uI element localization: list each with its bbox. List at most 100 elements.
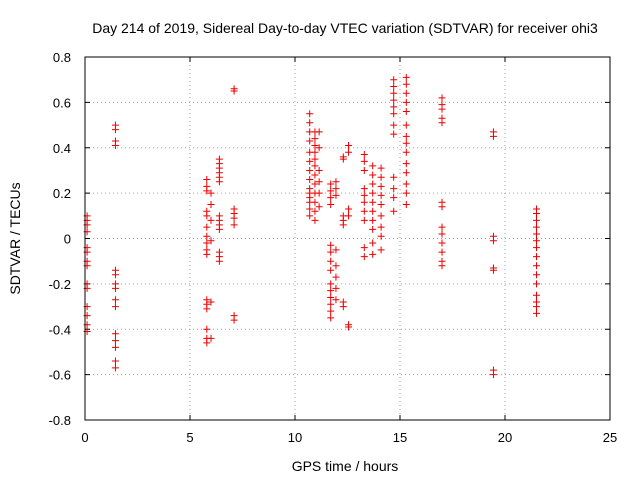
- data-point: [438, 203, 446, 211]
- data-point: [339, 303, 347, 311]
- data-point: [438, 223, 446, 231]
- data-point: [327, 200, 335, 208]
- data-point: [533, 253, 540, 261]
- data-point: [390, 173, 398, 181]
- x-tick-label: 15: [393, 430, 407, 445]
- data-point: [369, 216, 377, 224]
- data-point: [402, 200, 410, 208]
- data-point: [369, 207, 377, 215]
- data-point: [315, 178, 323, 186]
- data-point: [203, 325, 211, 333]
- y-tick-label: -0.2: [49, 277, 71, 292]
- data-point: [203, 239, 211, 247]
- data-point: [203, 250, 211, 258]
- data-point: [311, 148, 319, 156]
- data-point: [203, 305, 211, 313]
- data-point: [327, 300, 335, 308]
- data-point: [402, 80, 410, 88]
- data-point: [377, 223, 385, 231]
- data-point: [111, 271, 119, 279]
- data-point: [111, 284, 119, 292]
- data-point: [306, 212, 314, 220]
- data-point: [390, 207, 398, 215]
- data-point: [360, 151, 368, 159]
- data-point: [533, 237, 540, 245]
- data-point: [306, 205, 314, 213]
- data-point: [111, 330, 119, 338]
- data-point: [215, 178, 223, 186]
- data-point: [327, 280, 335, 288]
- data-point: [332, 246, 340, 254]
- data-point: [390, 194, 398, 202]
- y-tick-label: 0.2: [53, 186, 71, 201]
- data-point: [327, 187, 335, 195]
- y-tick-label: -0.6: [49, 368, 71, 383]
- data-point: [438, 119, 446, 127]
- data-point: [360, 198, 368, 206]
- data-point: [438, 94, 446, 102]
- data-point: [327, 257, 335, 265]
- data-point: [306, 137, 314, 145]
- data-point: [306, 119, 314, 127]
- data-point: [327, 241, 335, 249]
- data-point: [311, 141, 319, 149]
- y-axis-ticks: -0.8 -0.6 -0.4 -0.2 0 0.2 0.4 0.6 0.8: [49, 50, 610, 428]
- data-point: [369, 250, 377, 258]
- data-point: [390, 89, 398, 97]
- data-point: [533, 271, 540, 279]
- data-point: [311, 135, 319, 143]
- data-point: [327, 293, 335, 301]
- chart-title: Day 214 of 2019, Sidereal Day-to-day VTE…: [92, 20, 598, 36]
- data-point: [390, 76, 398, 84]
- data-point: [315, 203, 323, 211]
- data-point: [369, 171, 377, 179]
- data-point: [402, 98, 410, 106]
- data-point: [533, 216, 540, 224]
- data-point: [390, 121, 398, 129]
- data-point: [402, 160, 410, 168]
- data-point: [332, 185, 340, 193]
- data-point: [327, 314, 335, 322]
- data-point: [377, 246, 385, 254]
- data-point: [390, 130, 398, 138]
- data-point: [377, 191, 385, 199]
- data-point: [111, 126, 119, 134]
- data-point: [533, 309, 540, 317]
- data-point: [369, 189, 377, 197]
- data-point: [360, 166, 368, 174]
- y-tick-label: 0.6: [53, 95, 71, 110]
- data-point: [111, 357, 119, 365]
- data-point: [327, 180, 335, 188]
- data-point: [345, 141, 353, 149]
- data-point: [360, 244, 368, 252]
- data-point: [489, 266, 497, 274]
- data-point: [438, 262, 446, 270]
- data-point: [207, 237, 215, 245]
- y-tick-label: -0.4: [49, 322, 71, 337]
- data-point: [345, 212, 353, 220]
- data-point: [360, 216, 368, 224]
- data-point: [402, 169, 410, 177]
- data-point: [306, 166, 314, 174]
- data-point: [402, 121, 410, 129]
- data-point: [438, 248, 446, 256]
- data-point: [230, 87, 238, 95]
- data-point: [402, 132, 410, 140]
- data-point: [111, 141, 119, 149]
- data-point: [360, 253, 368, 261]
- data-point: [311, 198, 319, 206]
- data-point: [111, 343, 119, 351]
- data-point: [339, 155, 347, 163]
- data-point: [315, 189, 323, 197]
- data-points: [83, 73, 540, 379]
- data-point: [390, 96, 398, 104]
- data-point: [230, 214, 238, 222]
- x-axis-label: GPS time / hours: [292, 458, 399, 474]
- data-point: [533, 230, 540, 238]
- data-point: [390, 185, 398, 193]
- data-point: [489, 237, 497, 245]
- data-point: [327, 287, 335, 295]
- data-point: [203, 187, 211, 195]
- data-point: [360, 157, 368, 165]
- data-point: [332, 191, 340, 199]
